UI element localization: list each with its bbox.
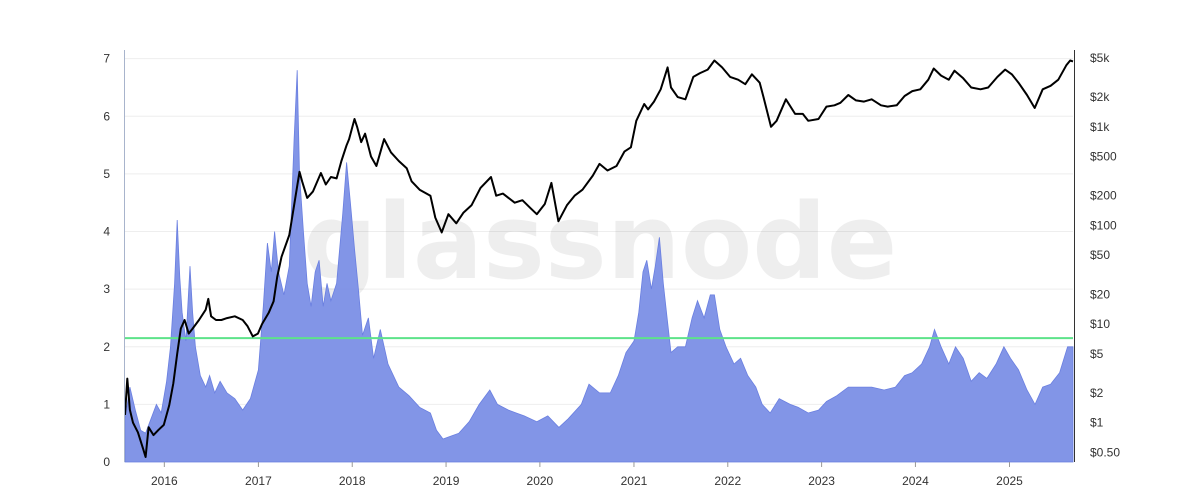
y-left-tick-label: 2 — [103, 340, 110, 354]
y-left-tick-label: 5 — [103, 167, 110, 181]
y-right-tick-label: $10 — [1090, 317, 1110, 331]
watermark: glassnode — [303, 181, 898, 303]
x-tick-label: 2025 — [996, 474, 1023, 488]
x-tick-label: 2017 — [245, 474, 272, 488]
y-left-tick-label: 4 — [103, 225, 110, 239]
y-right-tick-label: $500 — [1090, 149, 1117, 163]
x-tick-label: 2023 — [808, 474, 835, 488]
y-right-tick-label: $5k — [1090, 51, 1110, 65]
y-axis-left-ticks: 0 1 2 3 4 5 6 7 — [103, 52, 110, 469]
y-right-tick-label: $200 — [1090, 189, 1117, 203]
y-right-tick-label: $2 — [1090, 386, 1104, 400]
y-left-tick-label: 0 — [103, 455, 110, 469]
x-tick-label: 2022 — [714, 474, 741, 488]
y-right-tick-label: $2k — [1090, 90, 1110, 104]
axes — [124, 50, 1075, 462]
y-right-tick-label: $5 — [1090, 347, 1104, 361]
area-series — [124, 70, 1074, 463]
price-line — [124, 59, 1074, 458]
x-tick-label: 2018 — [339, 474, 366, 488]
y-right-tick-label: $50 — [1090, 248, 1110, 262]
x-tick-label: 2021 — [621, 474, 648, 488]
x-axis-ticks: 2016 2017 2018 2019 2020 2021 2022 2023 2024 2025 — [151, 462, 1023, 488]
y-right-tick-label: $1k — [1090, 120, 1110, 134]
x-tick-label: 2024 — [902, 474, 929, 488]
y-axis-right-ticks: $0.50 $1 $2 $5 $10 $20 $50 $100 $200 $500 $1k $2k $5… — [1090, 51, 1120, 460]
y-left-tick-label: 1 — [103, 397, 110, 411]
y-right-tick-label: $1 — [1090, 416, 1104, 430]
x-tick-label: 2019 — [433, 474, 460, 488]
y-right-tick-label: $100 — [1090, 218, 1117, 232]
y-left-tick-label: 6 — [103, 109, 110, 123]
y-left-tick-label: 7 — [103, 52, 110, 66]
area-series-layer — [124, 70, 1074, 463]
x-tick-label: 2020 — [527, 474, 554, 488]
y-left-tick-label: 3 — [103, 282, 110, 296]
y-right-tick-label: $20 — [1090, 287, 1110, 301]
x-tick-label: 2016 — [151, 474, 178, 488]
price-series-layer — [124, 59, 1074, 458]
y-right-tick-label: $0.50 — [1090, 445, 1120, 459]
